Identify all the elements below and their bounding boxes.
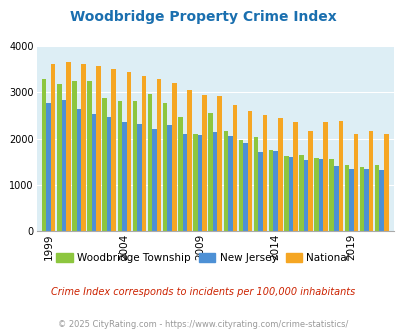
Bar bbox=[307, 131, 312, 231]
Bar bbox=[172, 83, 176, 231]
Bar bbox=[167, 125, 172, 231]
Bar bbox=[77, 109, 81, 231]
Legend: Woodbridge Township, New Jersey, National: Woodbridge Township, New Jersey, Nationa… bbox=[52, 249, 353, 267]
Bar bbox=[359, 167, 363, 231]
Bar bbox=[258, 151, 262, 231]
Bar bbox=[238, 140, 243, 231]
Bar bbox=[333, 166, 338, 231]
Bar bbox=[268, 150, 273, 231]
Bar bbox=[122, 122, 126, 231]
Bar bbox=[42, 79, 46, 231]
Bar bbox=[292, 121, 297, 231]
Bar bbox=[212, 132, 217, 231]
Bar bbox=[223, 131, 228, 231]
Bar bbox=[247, 111, 252, 231]
Bar bbox=[379, 170, 383, 231]
Bar bbox=[147, 94, 152, 231]
Bar bbox=[243, 143, 247, 231]
Text: © 2025 CityRating.com - https://www.cityrating.com/crime-statistics/: © 2025 CityRating.com - https://www.city… bbox=[58, 320, 347, 329]
Bar bbox=[288, 157, 292, 231]
Text: Woodbridge Property Crime Index: Woodbridge Property Crime Index bbox=[69, 10, 336, 24]
Bar bbox=[96, 66, 100, 231]
Bar bbox=[193, 134, 197, 231]
Bar bbox=[81, 64, 85, 231]
Bar bbox=[208, 113, 212, 231]
Bar bbox=[162, 103, 167, 231]
Bar bbox=[187, 90, 191, 231]
Bar bbox=[111, 69, 116, 231]
Bar bbox=[178, 117, 182, 231]
Bar bbox=[348, 169, 353, 231]
Bar bbox=[137, 124, 141, 231]
Bar bbox=[202, 95, 206, 231]
Bar bbox=[318, 159, 323, 231]
Bar bbox=[273, 151, 277, 231]
Bar bbox=[353, 134, 357, 231]
Bar bbox=[152, 129, 156, 231]
Bar bbox=[262, 115, 267, 231]
Bar bbox=[228, 136, 232, 231]
Bar bbox=[303, 160, 307, 231]
Bar bbox=[232, 105, 237, 231]
Bar bbox=[132, 101, 137, 231]
Bar bbox=[313, 158, 318, 231]
Bar bbox=[298, 155, 303, 231]
Bar bbox=[126, 72, 131, 231]
Bar bbox=[156, 79, 161, 231]
Bar bbox=[66, 62, 70, 231]
Text: Crime Index corresponds to incidents per 100,000 inhabitants: Crime Index corresponds to incidents per… bbox=[51, 287, 354, 297]
Bar bbox=[182, 134, 187, 231]
Bar bbox=[72, 81, 77, 231]
Bar bbox=[277, 118, 282, 231]
Bar bbox=[102, 98, 107, 231]
Bar bbox=[51, 64, 55, 231]
Bar bbox=[217, 96, 222, 231]
Bar bbox=[344, 165, 348, 231]
Bar bbox=[87, 81, 92, 231]
Bar bbox=[253, 137, 258, 231]
Bar bbox=[62, 100, 66, 231]
Bar bbox=[57, 83, 62, 231]
Bar bbox=[92, 114, 96, 231]
Bar bbox=[141, 76, 146, 231]
Bar bbox=[338, 120, 342, 231]
Bar bbox=[117, 101, 122, 231]
Bar bbox=[329, 159, 333, 231]
Bar bbox=[368, 131, 373, 231]
Bar bbox=[284, 156, 288, 231]
Bar bbox=[197, 135, 202, 231]
Bar bbox=[46, 103, 51, 231]
Bar bbox=[374, 165, 379, 231]
Bar bbox=[107, 117, 111, 231]
Bar bbox=[323, 121, 327, 231]
Bar bbox=[383, 134, 388, 231]
Bar bbox=[363, 169, 368, 231]
